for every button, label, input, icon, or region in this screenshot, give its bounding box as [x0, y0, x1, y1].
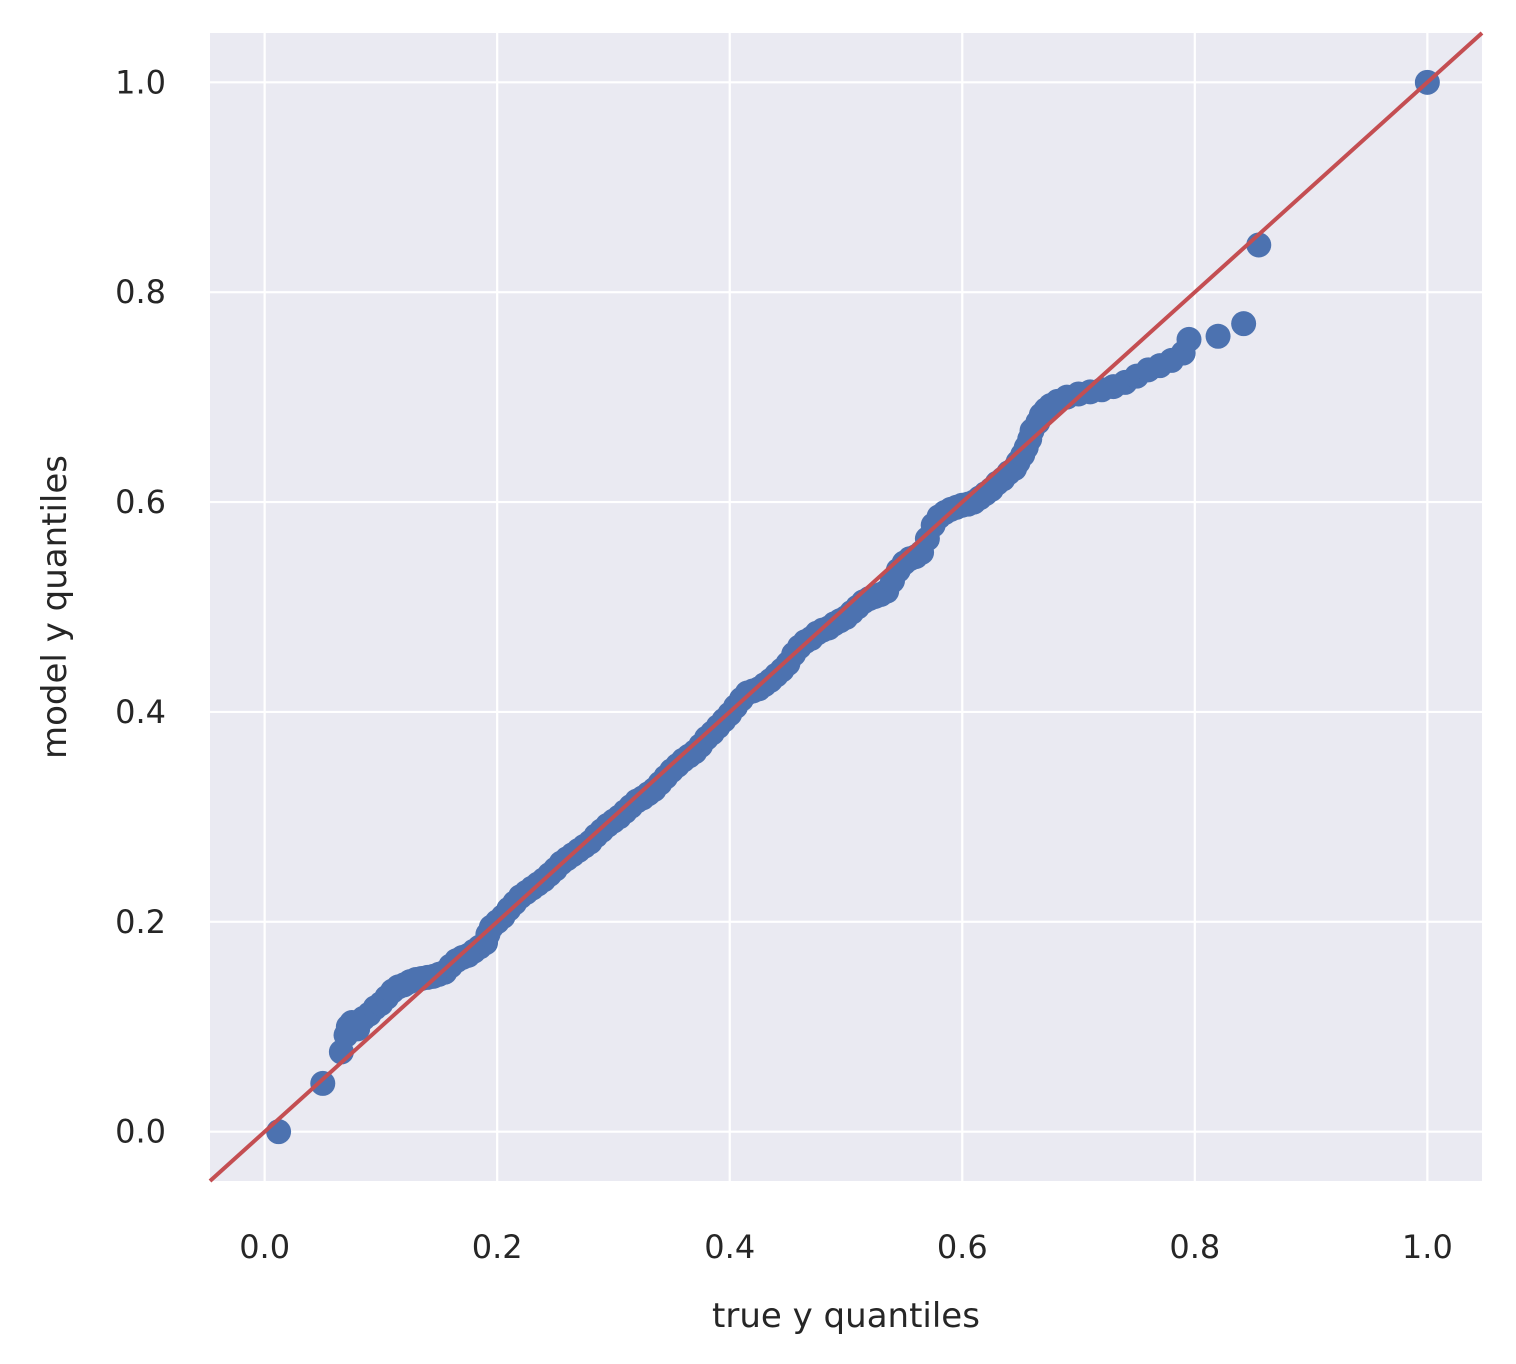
x-tick-label: 0.6: [937, 1228, 988, 1266]
data-point: [310, 1070, 336, 1096]
y-tick-label: 1.0: [115, 63, 166, 101]
x-tick-label: 1.0: [1402, 1228, 1453, 1266]
x-tick-label: 0.0: [239, 1228, 290, 1266]
y-tick-label: 0.2: [115, 903, 166, 941]
reference-line: [208, 31, 1484, 1183]
x-tick-label: 0.8: [1169, 1228, 1220, 1266]
y-tick-label: 0.6: [115, 483, 166, 521]
y-axis-label: model y quantiles: [35, 455, 75, 759]
grid-lines: [210, 33, 1482, 1181]
x-axis-label: true y quantiles: [712, 1296, 980, 1336]
x-tick-label: 0.2: [472, 1228, 523, 1266]
data-point: [1231, 311, 1257, 337]
data-point: [1205, 323, 1231, 349]
y-tick-label: 0.4: [115, 693, 166, 731]
y-tick-label: 0.0: [115, 1113, 166, 1151]
reference-line-group: [208, 31, 1484, 1183]
data-point: [266, 1119, 292, 1145]
data-point: [1176, 326, 1202, 352]
y-tick-label: 0.8: [115, 273, 166, 311]
x-tick-labels: 0.0 0.2 0.4 0.6 0.8 1.0: [239, 1228, 1453, 1266]
x-tick-label: 0.4: [704, 1228, 755, 1266]
y-tick-labels: 0.0 0.2 0.4 0.6 0.8 1.0: [115, 63, 166, 1150]
